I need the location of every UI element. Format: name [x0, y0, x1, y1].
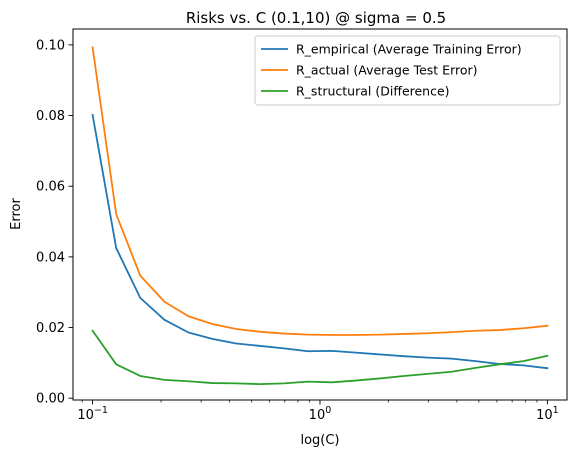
series-line-1	[91, 46, 549, 336]
y-tick-label: 0.04	[36, 250, 65, 265]
x-axis: 10−1 100 101	[77, 400, 559, 423]
plot-lines	[91, 46, 549, 386]
y-tick-label: 0.10	[36, 38, 65, 53]
y-axis: 0.00 0.02 0.04 0.06 0.08 0.10	[36, 38, 73, 407]
series-line-0	[91, 113, 549, 370]
legend-box	[254, 35, 561, 106]
chart-title: Risks vs. C (0.1,10) @ sigma = 0.5	[186, 9, 446, 27]
series-line-2	[91, 329, 549, 386]
legend-label-0: R_empirical (Average Training Error)	[296, 42, 522, 57]
y-tick-label: 0.08	[36, 109, 65, 124]
x-tick-label: 10−1	[77, 405, 108, 423]
legend: R_empirical (Average Training Error) R_ac…	[254, 35, 561, 106]
y-axis-title: Error	[9, 198, 24, 230]
y-tick-label: 0.06	[36, 180, 65, 195]
x-axis-title: log(C)	[300, 433, 339, 448]
x-tick-label: 101	[536, 405, 559, 423]
y-tick-label: 0.00	[36, 392, 65, 407]
legend-label-1: R_actual (Average Test Error)	[296, 63, 478, 78]
y-tick-label: 0.02	[36, 321, 65, 336]
legend-label-2: R_structural (Difference)	[296, 84, 450, 99]
x-tick-label: 100	[309, 405, 332, 423]
